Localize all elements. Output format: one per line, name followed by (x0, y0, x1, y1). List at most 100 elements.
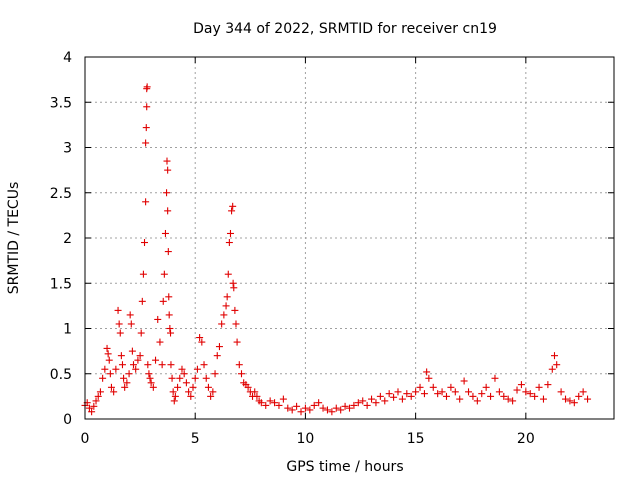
data-point (482, 383, 490, 391)
data-point (220, 311, 228, 319)
data-point (196, 334, 204, 342)
data-point (171, 392, 179, 400)
data-point (495, 388, 503, 396)
data-point (390, 393, 398, 401)
data-point (105, 356, 113, 364)
data-point (332, 404, 340, 412)
data-point (423, 368, 431, 376)
data-point (584, 395, 592, 403)
data-point (159, 297, 167, 305)
data-point (297, 408, 305, 416)
data-point (126, 311, 134, 319)
data-point (473, 397, 481, 405)
data-point (147, 379, 155, 387)
data-point (134, 356, 142, 364)
data-point (156, 338, 164, 346)
data-point (149, 383, 157, 391)
data-point (381, 397, 389, 405)
data-point (465, 388, 473, 396)
data-point (557, 388, 565, 396)
data-point (420, 390, 428, 398)
data-point (165, 293, 173, 301)
data-point (517, 381, 525, 389)
data-point (500, 392, 508, 400)
data-point (223, 293, 231, 301)
data-point (271, 399, 279, 407)
data-point (117, 352, 125, 360)
data-point (191, 374, 199, 382)
data-point (143, 103, 151, 111)
data-point (158, 361, 166, 369)
data-point (185, 388, 193, 396)
data-point (114, 306, 122, 314)
data-point (328, 408, 336, 416)
data-point (163, 157, 171, 165)
data-point (169, 388, 177, 396)
data-point (152, 356, 160, 364)
data-point (167, 361, 175, 369)
data-point (161, 229, 169, 237)
data-point (120, 374, 128, 382)
data-point (103, 344, 111, 352)
data-point (137, 329, 145, 337)
data-point (306, 406, 314, 414)
y-tick-label: 1.5 (50, 276, 72, 292)
data-point (129, 361, 137, 369)
data-point (341, 402, 349, 410)
data-point (112, 365, 120, 373)
data-point (198, 338, 206, 346)
data-point (509, 397, 517, 405)
data-point (163, 189, 171, 197)
data-point (116, 329, 124, 337)
data-point (553, 361, 561, 369)
data-point (94, 392, 102, 400)
data-point (407, 392, 415, 400)
data-point (504, 395, 512, 403)
data-point (244, 383, 252, 391)
data-point (266, 397, 274, 405)
data-point (146, 374, 154, 382)
data-point (434, 390, 442, 398)
data-point (315, 399, 323, 407)
data-point (138, 297, 146, 305)
data-point (478, 390, 486, 398)
data-point (491, 374, 499, 382)
y-tick-label: 2 (63, 231, 72, 247)
data-point (460, 377, 468, 385)
data-point (253, 392, 261, 400)
data-point (293, 402, 301, 410)
data-point (539, 395, 547, 403)
data-point (469, 392, 477, 400)
data-point (566, 397, 574, 405)
y-tick-label: 1 (63, 322, 72, 338)
data-point (189, 383, 197, 391)
data-point (412, 388, 420, 396)
data-point (125, 370, 133, 378)
data-point (180, 370, 188, 378)
data-point (164, 207, 172, 215)
data-point (425, 374, 433, 382)
data-point (168, 374, 176, 382)
data-point (562, 395, 570, 403)
data-point (167, 329, 175, 337)
data-point (170, 397, 178, 405)
data-point (359, 397, 367, 405)
data-point (226, 229, 234, 237)
data-point (447, 383, 455, 391)
y-tick-label: 2.5 (50, 186, 72, 202)
data-point (233, 338, 241, 346)
data-point (229, 279, 237, 287)
x-tick-label: 10 (297, 431, 315, 447)
data-point (164, 166, 172, 174)
data-point (115, 320, 123, 328)
data-point (200, 361, 208, 369)
data-point (96, 388, 104, 396)
y-tick-label: 0 (63, 412, 72, 428)
data-point (319, 404, 327, 412)
grid-layer (85, 57, 614, 419)
data-point (451, 388, 459, 396)
y-axis-label: SRMTID / TECUs (6, 182, 22, 295)
data-point (143, 83, 151, 91)
data-point (187, 392, 195, 400)
data-point (337, 406, 345, 414)
